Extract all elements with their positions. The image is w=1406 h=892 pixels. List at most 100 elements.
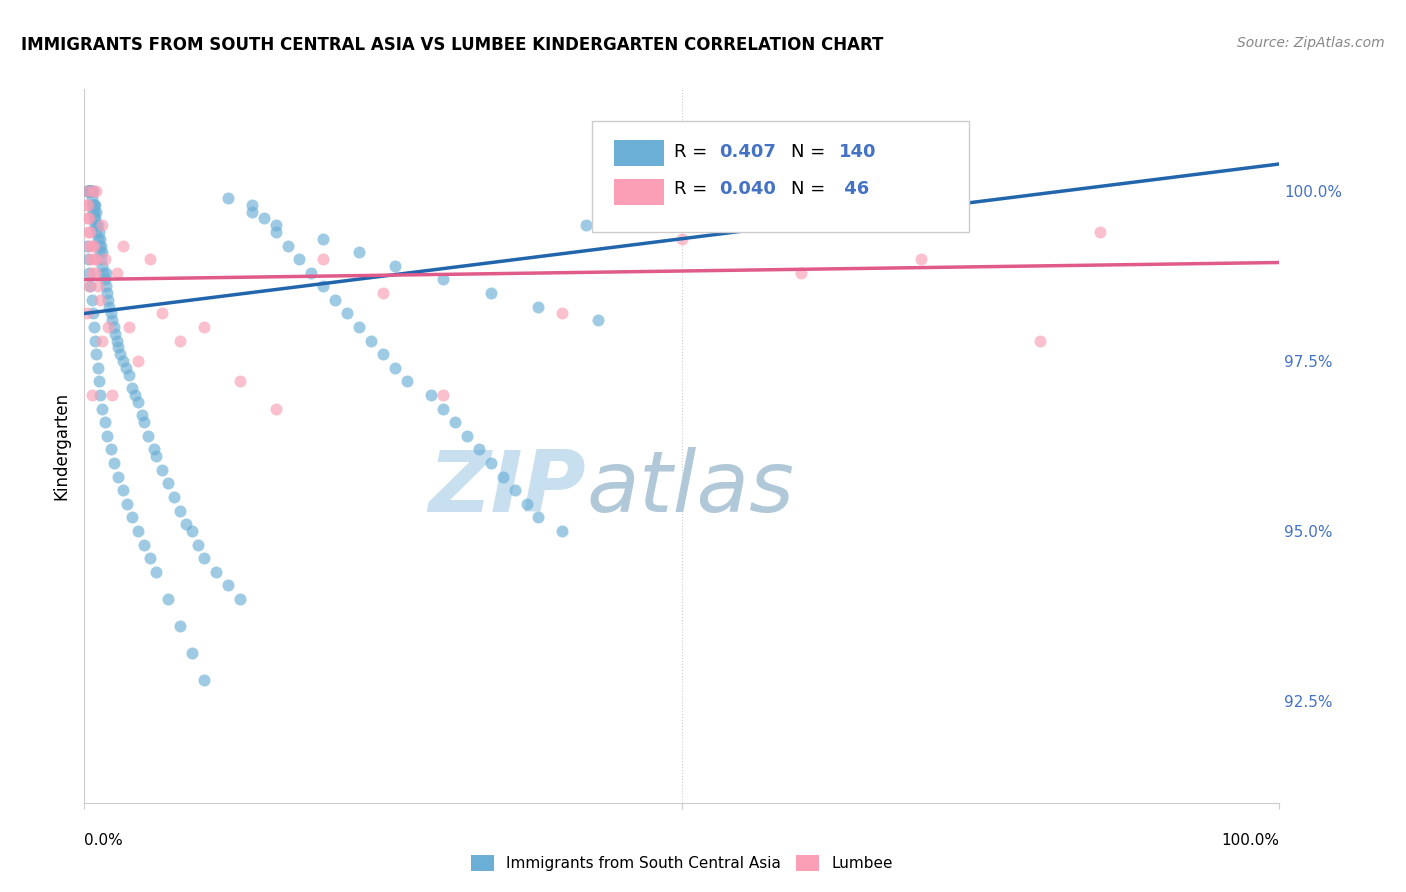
Point (84, 334, 107, 348)
Point (93, 266, 115, 280)
Point (77, 211, 100, 226)
Point (77, 225, 100, 239)
Point (80, 266, 103, 280)
Point (82, 198, 104, 212)
Point (77, 238, 100, 252)
Text: N =: N = (790, 180, 831, 198)
Point (479, 286, 502, 301)
Point (77, 184, 100, 198)
Text: Source: ZipAtlas.com: Source: ZipAtlas.com (1237, 36, 1385, 50)
Point (103, 320, 125, 334)
Point (169, 619, 191, 633)
Point (193, 551, 215, 566)
Point (79, 279, 101, 293)
Point (86, 360, 108, 375)
Point (100, 306, 122, 320)
Point (121, 510, 143, 524)
Point (89, 232, 111, 246)
Point (79, 184, 101, 198)
Text: N =: N = (790, 143, 831, 161)
Point (384, 360, 406, 375)
Point (229, 375, 252, 389)
Point (253, 211, 276, 226)
Point (76, 184, 98, 198)
Point (1029, 334, 1052, 348)
Point (312, 279, 335, 293)
Point (83, 204, 105, 219)
Point (93, 272, 115, 286)
Point (83, 252, 105, 266)
Point (910, 252, 932, 266)
Point (444, 415, 467, 429)
Point (139, 551, 162, 566)
Point (89, 388, 111, 402)
Point (86, 184, 108, 198)
Point (80, 388, 103, 402)
Point (127, 394, 149, 409)
Text: IMMIGRANTS FROM SOUTH CENTRAL ASIA VS LUMBEE KINDERGARTEN CORRELATION CHART: IMMIGRANTS FROM SOUTH CENTRAL ASIA VS LU… (21, 36, 883, 54)
Point (131, 409, 153, 423)
Point (84, 218, 107, 232)
Point (77, 252, 100, 266)
Point (240, 204, 263, 219)
Point (174, 517, 197, 532)
Point (79, 184, 101, 198)
Point (77, 279, 100, 293)
Point (396, 375, 419, 389)
Point (150, 306, 173, 320)
Point (217, 191, 239, 205)
Point (82, 204, 104, 219)
Point (98, 300, 121, 314)
Point (124, 388, 146, 402)
Point (240, 198, 263, 212)
Point (90, 252, 112, 266)
Point (76, 238, 98, 252)
Point (111, 483, 134, 498)
Point (790, 266, 813, 280)
Point (139, 252, 162, 266)
Point (150, 463, 173, 477)
Point (105, 334, 128, 348)
Point (77, 184, 100, 198)
Point (86, 347, 108, 361)
Point (599, 198, 621, 212)
Point (86, 218, 108, 232)
Point (217, 578, 239, 592)
Point (103, 456, 125, 470)
Point (89, 293, 111, 307)
Point (94, 279, 117, 293)
Point (84, 266, 107, 280)
Point (575, 218, 598, 232)
Text: ZIP: ZIP (429, 447, 586, 531)
Point (527, 510, 550, 524)
Point (94, 266, 117, 280)
Point (115, 360, 138, 375)
Point (83, 198, 105, 212)
Point (325, 293, 347, 307)
Point (87, 225, 110, 239)
Point (527, 300, 550, 314)
Point (79, 184, 101, 198)
Y-axis label: Kindergarten: Kindergarten (52, 392, 70, 500)
Point (117, 320, 139, 334)
Point (76, 306, 98, 320)
Point (181, 646, 204, 660)
Point (551, 524, 574, 538)
Point (132, 415, 156, 429)
Point (312, 232, 335, 246)
Point (86, 232, 108, 246)
Point (87, 375, 110, 389)
Text: 100.0%: 100.0% (1222, 833, 1279, 848)
Text: atlas: atlas (586, 447, 794, 531)
Point (77, 266, 100, 280)
Point (77, 184, 100, 198)
Point (432, 388, 454, 402)
Point (117, 497, 139, 511)
Text: R =: R = (673, 143, 713, 161)
Point (142, 442, 165, 457)
Point (79, 225, 101, 239)
Point (145, 449, 167, 463)
Point (82, 184, 104, 198)
Point (229, 591, 252, 606)
Point (264, 401, 287, 416)
